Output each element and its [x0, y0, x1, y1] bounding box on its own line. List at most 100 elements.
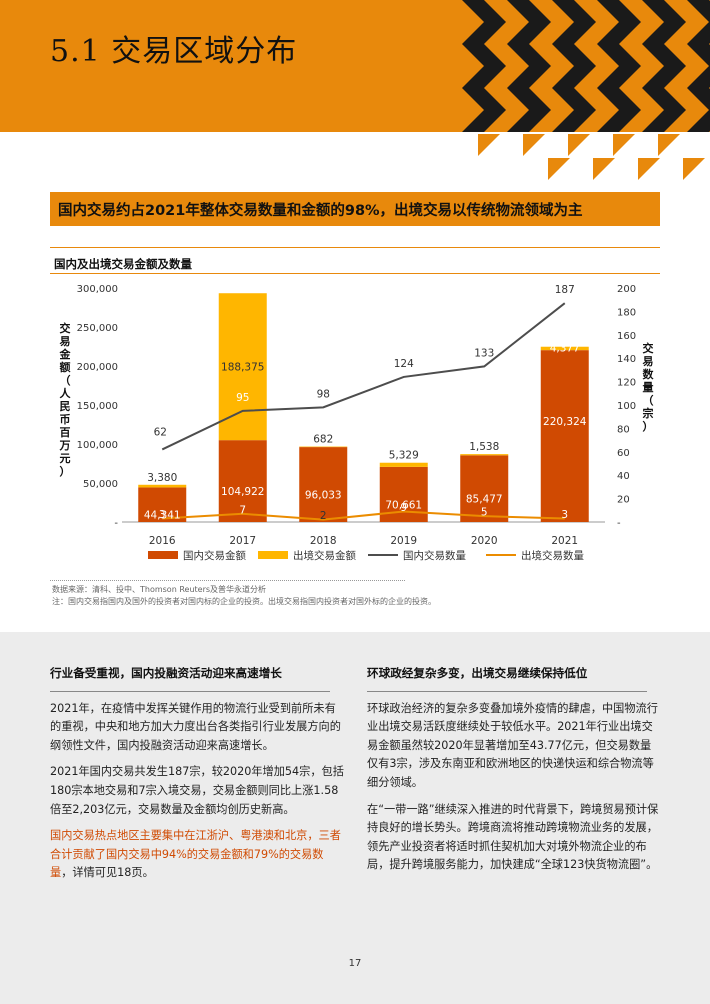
label-outbound-amount: 3,380	[147, 472, 177, 484]
footnote: 注：国内交易指国内及国外的投资者对国内标的企业的投资。出境交易指国内投资者对国外…	[52, 597, 436, 606]
chevron-shape	[687, 0, 710, 44]
label-domestic-amount: 220,324	[543, 416, 587, 428]
label-domestic-count: 133	[474, 347, 494, 359]
legend-label: 出境交易金额	[293, 549, 356, 562]
legend-label: 国内交易数量	[403, 549, 466, 562]
headline-banner: 国内交易约占2021年整体交易数量和金额的98%，出境交易以传统物流领域为主	[50, 192, 660, 226]
left-column: 行业备受重视，国内投融资活动迎来高速增长 2021年，在疫情中发挥关键作用的物流…	[50, 664, 345, 891]
chevron-shape	[597, 44, 641, 88]
label-outbound-amount: 5,329	[389, 450, 419, 462]
chevron-triangle	[683, 158, 705, 180]
chevron-shape	[462, 0, 506, 44]
page-title: 5.1 交易区域分布	[50, 34, 298, 69]
label-domestic-count: 62	[154, 426, 167, 438]
y2-tick-label: 80	[617, 424, 630, 435]
highlight-text: 国内交易热点地区主要集中在江浙沪、粤港澳和北京，三者合计贡献了国内交易中94%的…	[50, 829, 341, 880]
chevron-triangle	[548, 158, 570, 180]
y2-tick-label: 60	[617, 448, 630, 459]
x-tick-label: 2017	[229, 535, 256, 547]
chevron-shape	[552, 0, 596, 44]
x-tick-label: 2018	[310, 535, 337, 547]
bar-domestic	[299, 447, 348, 522]
chevron-shape	[507, 88, 551, 132]
bar-outbound	[299, 446, 348, 448]
x-tick-label: 2016	[149, 535, 176, 547]
x-tick-label: 2021	[551, 535, 578, 547]
right-paragraph-1: 环球政治经济的复杂多变叠加境外疫情的肆虐，中国物流行业出境交易活跃度继续处于较低…	[367, 701, 658, 789]
label-outbound-count: 3	[561, 509, 568, 521]
chevron-triangle	[478, 134, 500, 156]
label-outbound-amount: 188,375	[221, 362, 264, 374]
label-outbound-count: 7	[239, 504, 246, 516]
y2-tick-label: 120	[617, 378, 636, 389]
legend-label: 国内交易金额	[183, 549, 246, 562]
legend-swatch	[148, 551, 178, 559]
chevron-triangle	[523, 134, 545, 156]
label-outbound-count: 2	[320, 510, 327, 522]
chevron-triangle	[568, 134, 590, 156]
y-tick-label: 100,000	[77, 440, 118, 451]
label-outbound-count: 3	[159, 509, 166, 521]
page-reference-text: ，详情可见18页。	[61, 866, 154, 880]
bar-outbound	[540, 346, 589, 351]
label-domestic-count: 187	[555, 284, 575, 296]
line-domestic-count	[161, 302, 566, 451]
notes-divider	[50, 580, 405, 581]
y2-axis-title: 交易数量（宗）	[643, 341, 655, 433]
chevron-shape	[642, 44, 686, 88]
text-panel	[0, 632, 710, 1004]
left-paragraph-1: 2021年，在疫情中发挥关键作用的物流行业受到前所未有的重视，中央和地方加大力度…	[50, 701, 341, 752]
chevron-shape	[552, 88, 596, 132]
y-tick-label: 150,000	[77, 401, 118, 412]
chevron-shape	[642, 88, 686, 132]
chevron-triangle	[593, 158, 615, 180]
label-domestic-amount: 70,661	[385, 499, 422, 511]
chevron-triangle	[638, 158, 660, 180]
chevron-shape	[597, 88, 641, 132]
y-tick-label: 250,000	[77, 323, 118, 334]
y-tick-label: 300,000	[77, 284, 118, 295]
chart-title-rule	[50, 273, 660, 274]
label-domestic-amount: 104,922	[221, 486, 264, 498]
chevron-shape	[462, 88, 506, 132]
right-paragraph-2: 在“一带一路”继续深入推进的时代背景下，跨境贸易预计保持良好的增长势头。跨境商流…	[367, 802, 659, 872]
y2-tick-label: 40	[617, 471, 630, 482]
chevron-shape	[687, 44, 710, 88]
chart-title: 国内及出境交易金额及数量	[54, 257, 192, 271]
bar-domestic	[138, 487, 187, 522]
label-domestic-count: 124	[394, 358, 414, 370]
label-domestic-count: 98	[317, 388, 330, 400]
source-note: 数据来源：清科、投中、Thomson Reuters及普华永道分析	[52, 585, 267, 594]
label-outbound-amount: 1,538	[469, 441, 499, 453]
legend-swatch	[258, 551, 288, 559]
chevron-shape	[507, 44, 551, 88]
left-heading: 行业备受重视，国内投融资活动迎来高速增长	[50, 666, 282, 680]
chevron-shape	[687, 88, 710, 132]
label-domestic-amount: 96,033	[305, 490, 342, 502]
right-heading-rule	[367, 690, 647, 692]
y2-tick-label: -	[617, 518, 621, 529]
chevron-shape	[462, 44, 506, 88]
chart-top-rule	[50, 247, 660, 248]
chevron-shape	[552, 44, 596, 88]
right-column: 环球政经复杂多变，出境交易继续保持低位 环球政治经济的复杂多变叠加境外疫情的肆虐…	[367, 664, 662, 883]
left-heading-rule	[50, 690, 330, 692]
bar-domestic	[460, 455, 509, 522]
label-domestic-amount: 44,341	[144, 510, 181, 522]
y2-tick-label: 20	[617, 495, 630, 506]
x-tick-label: 2020	[471, 535, 498, 547]
y2-tick-label: 200	[617, 284, 636, 295]
y2-tick-label: 100	[617, 401, 636, 412]
left-paragraph-2: 2021年国内交易共发生187宗，较2020年增加54宗，包括180宗本地交易和…	[50, 765, 344, 816]
y2-tick-label: 140	[617, 354, 636, 365]
y-tick-label: 200,000	[77, 362, 118, 373]
bar-outbound	[379, 462, 428, 467]
chevron-shape	[597, 0, 641, 44]
label-domestic-count: 95	[236, 392, 249, 404]
line-outbound-count	[162, 510, 565, 521]
label-outbound-count: 5	[481, 507, 488, 519]
bar-domestic	[218, 440, 267, 522]
chevron-shape	[642, 0, 686, 44]
combo-chart: - 50,000 100,000 150,000 200,000 250,000 300,0…	[59, 284, 655, 562]
bar-outbound	[138, 484, 187, 488]
